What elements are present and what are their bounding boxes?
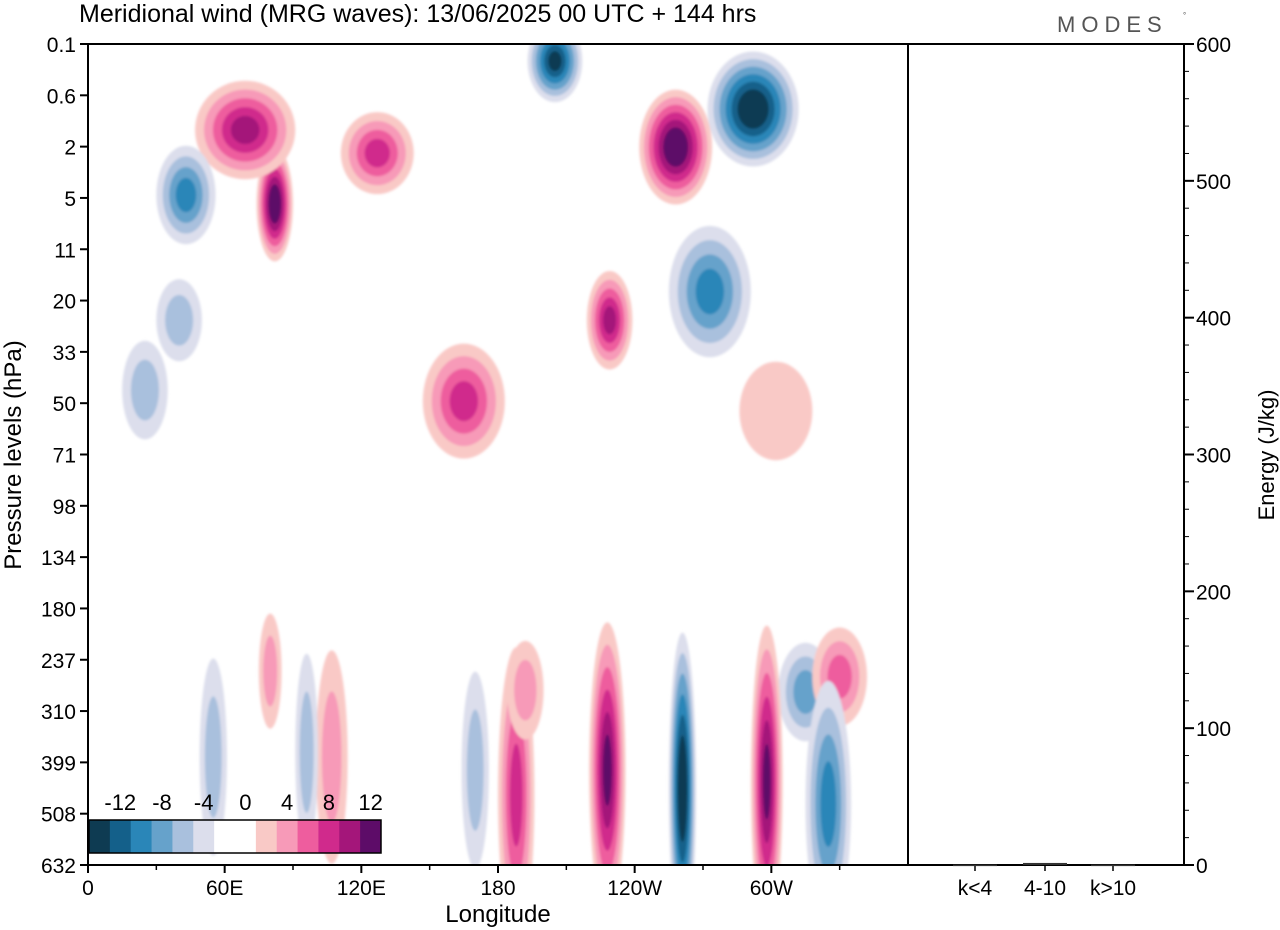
contour-level xyxy=(165,294,194,346)
contour-level xyxy=(602,734,612,806)
energy-bar xyxy=(1023,862,1067,865)
energy-tick-label: 600 xyxy=(1196,34,1231,57)
contour-level xyxy=(739,361,813,461)
colorbar-swatch xyxy=(193,820,215,853)
contour-level xyxy=(321,691,342,823)
logo-mark: ° xyxy=(1183,11,1186,20)
contour-level xyxy=(743,96,763,122)
pressure-tick-label: 134 xyxy=(41,547,76,570)
colorbar-swatch xyxy=(235,820,257,853)
contour-level xyxy=(509,743,523,847)
contour-level xyxy=(130,359,159,421)
pressure-tick-label: 632 xyxy=(41,855,76,878)
contour-level xyxy=(667,134,684,160)
colorbar-swatch xyxy=(276,820,299,853)
colorbar-swatch xyxy=(297,820,319,853)
contour-level xyxy=(603,306,617,335)
colorbar-swatch xyxy=(318,820,340,853)
colorbar-swatch xyxy=(360,820,382,853)
colorbar-tick-label: -4 xyxy=(194,790,214,815)
energy-tick-label: 100 xyxy=(1196,718,1231,741)
x-axis-label: Longitude xyxy=(445,901,550,928)
pressure-tick-label: 20 xyxy=(53,291,76,314)
colorbar-tick-label: 0 xyxy=(239,790,251,815)
colorbar-frame xyxy=(88,819,382,854)
colorbar-legend: -12 -8 -4 0 4 8 12 xyxy=(88,790,383,854)
colorbar-tick-label: 8 xyxy=(323,790,335,815)
colorbar-swatch xyxy=(214,820,236,853)
chart-title: Meridional wind (MRG waves): 13/06/2025 … xyxy=(79,0,756,28)
colorbar-tick-label: 4 xyxy=(281,790,293,815)
contour-level xyxy=(270,191,279,217)
colorbar-swatch xyxy=(89,820,111,853)
energy-tick-label: 400 xyxy=(1196,308,1231,331)
pressure-tick-label: 5 xyxy=(64,188,76,211)
colorbar-tick-label: -8 xyxy=(152,790,172,815)
pressure-tick-label: 71 xyxy=(53,445,76,468)
pressure-tick-label: 0.1 xyxy=(47,34,76,57)
contour-level xyxy=(793,670,818,714)
contour-level xyxy=(204,696,222,818)
pressure-tick-label: 237 xyxy=(41,650,76,673)
energy-tick-label: 300 xyxy=(1196,445,1231,468)
contour-level xyxy=(820,761,837,847)
colorbar-swatch xyxy=(339,820,361,853)
longitude-axis: 0 60E 120E 180 120W 60W xyxy=(82,865,841,900)
longitude-tick-label: 0 xyxy=(82,877,94,900)
energy-tick-label: 0 xyxy=(1196,855,1208,878)
pressure-tick-label: 180 xyxy=(41,598,76,621)
contour-level xyxy=(695,268,725,315)
heatmap-contour-group xyxy=(122,44,868,865)
heatmap-field xyxy=(122,44,868,865)
energy-bars xyxy=(953,862,1135,867)
longitude-tick-label: 60E xyxy=(206,877,243,900)
pressure-tick-label: 50 xyxy=(53,393,76,416)
contour-level xyxy=(679,755,686,822)
colorbar-tick-label: -12 xyxy=(104,790,136,815)
pressure-tick-label: 2 xyxy=(64,137,76,160)
longitude-tick-label: 120W xyxy=(607,877,662,900)
pressure-tick-label: 508 xyxy=(41,804,76,827)
colorbar-swatch xyxy=(130,820,153,853)
pressure-tick-label: 0.6 xyxy=(47,85,76,108)
energy-panel-frame xyxy=(907,43,1185,866)
energy-category-label: 4-10 xyxy=(1024,877,1066,900)
energy-axis-label: Energy (J/kg) xyxy=(1254,390,1279,521)
contour-level xyxy=(548,51,562,72)
pressure-tick-label: 33 xyxy=(53,342,76,365)
energy-category-label: k>10 xyxy=(1090,877,1136,900)
contour-level xyxy=(466,709,484,831)
colorbar-swatch xyxy=(172,820,194,853)
pressure-axis: 0.1 0.6 2 5 11 20 33 50 71 98 134 180 237 310 399 508 63… xyxy=(41,34,88,878)
contour-level xyxy=(762,743,771,820)
modes-logo: MODES xyxy=(1057,12,1168,37)
contour-level xyxy=(175,177,197,213)
colorbar-swatch xyxy=(255,820,278,853)
energy-bar xyxy=(953,864,997,867)
energy-axis: 0 100 200 300 400 500 600 k<4 4-10 k>10 xyxy=(958,34,1231,900)
longitude-tick-label: 120E xyxy=(337,877,386,900)
energy-tick-label: 500 xyxy=(1196,171,1231,194)
contour-level xyxy=(514,659,537,721)
contour-level xyxy=(449,381,479,422)
pressure-tick-label: 399 xyxy=(41,752,76,775)
energy-category-label: k<4 xyxy=(958,877,993,900)
pressure-tick-label: 11 xyxy=(54,239,76,262)
contour-level xyxy=(263,635,278,707)
contour-level xyxy=(299,691,314,813)
pressure-tick-label: 310 xyxy=(41,701,76,724)
longitude-tick-label: 180 xyxy=(480,877,515,900)
contour-level xyxy=(230,115,260,145)
y-axis-label: Pressure levels (hPa) xyxy=(0,340,27,569)
energy-bar xyxy=(1091,864,1135,867)
colorbar-swatch xyxy=(151,820,173,853)
longitude-tick-label: 60W xyxy=(750,877,793,900)
colorbar-tick-label: 12 xyxy=(358,790,382,815)
colorbar-swatch xyxy=(109,820,132,853)
energy-tick-label: 200 xyxy=(1196,581,1231,604)
pressure-tick-label: 98 xyxy=(53,496,76,519)
contour-level xyxy=(364,138,390,168)
